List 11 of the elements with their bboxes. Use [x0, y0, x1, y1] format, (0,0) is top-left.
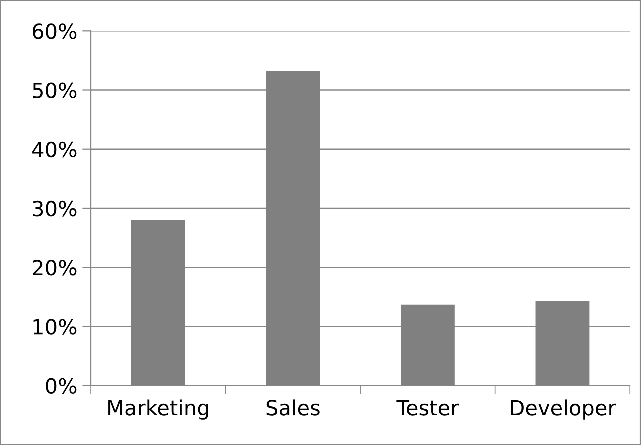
- x-tick-label: Sales: [266, 400, 320, 416]
- y-tick-label: 50%: [33, 82, 77, 98]
- y-tick-label: 40%: [32, 142, 77, 158]
- y-tick-label: 30%: [33, 200, 77, 217]
- x-tick-label: Marketing: [108, 400, 208, 420]
- x-tick-label: Tester: [396, 400, 460, 416]
- x-tick-label: Developer: [511, 400, 616, 420]
- y-tick-label: 60%: [32, 24, 77, 40]
- y-tick-label: 10%: [34, 319, 77, 335]
- y-tick-label: 0%: [46, 378, 77, 394]
- y-tick-label: 20%: [33, 260, 77, 276]
